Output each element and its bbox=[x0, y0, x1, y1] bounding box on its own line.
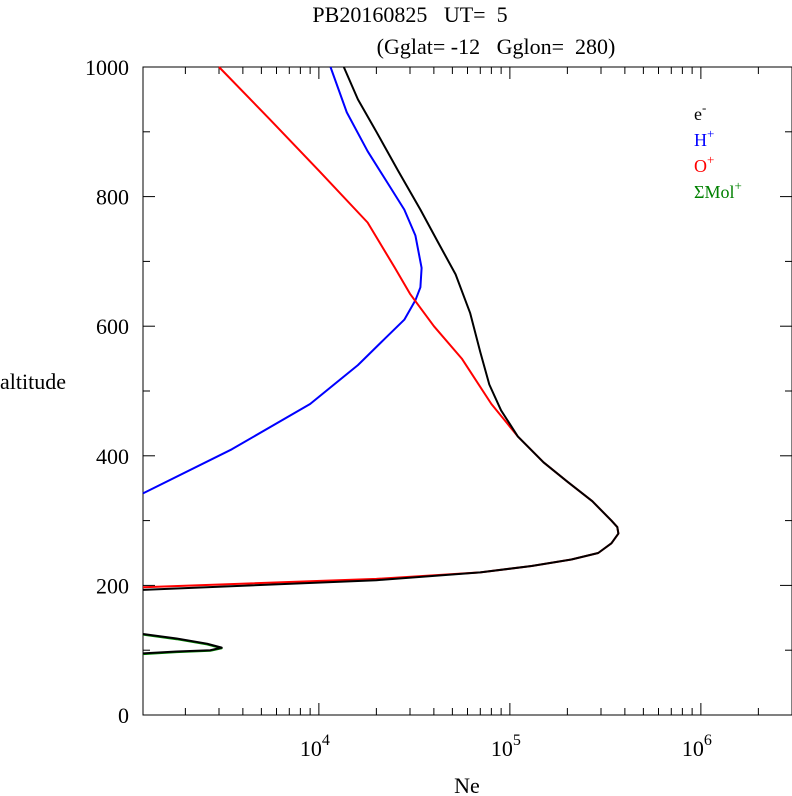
legend-item-sup: + bbox=[707, 126, 714, 141]
legend-item-label: H bbox=[694, 130, 707, 150]
legend-item-label: O bbox=[694, 156, 707, 176]
series-line-3 bbox=[142, 633, 223, 655]
series-line-2 bbox=[142, 66, 620, 591]
legend-item-sup: + bbox=[707, 152, 714, 167]
x-tick-label: 106 bbox=[682, 732, 712, 761]
x-tick-label: 104 bbox=[300, 732, 330, 761]
legend-item-label: e bbox=[694, 104, 702, 124]
x-tick-label-exponent: 4 bbox=[322, 732, 330, 749]
x-tick-label: 105 bbox=[491, 732, 521, 761]
y-axis-label: altitude bbox=[0, 369, 66, 394]
x-axis-label: Ne bbox=[454, 773, 480, 796]
legend: e-H+O+ΣMol+ bbox=[694, 100, 742, 202]
legend-item-sup: - bbox=[702, 100, 706, 115]
series-line-0 bbox=[142, 66, 620, 589]
legend-item-label: ΣMol bbox=[694, 182, 734, 202]
series-line-1 bbox=[142, 66, 423, 495]
x-tick-label-base: 10 bbox=[491, 736, 513, 761]
x-tick-label-exponent: 5 bbox=[513, 732, 521, 749]
y-tick-label: 1000 bbox=[85, 55, 129, 80]
legend-item: ΣMol+ bbox=[694, 178, 742, 202]
legend-item-sup: + bbox=[734, 178, 741, 193]
y-tick-label: 600 bbox=[96, 314, 129, 339]
y-tick-label: 0 bbox=[118, 703, 129, 728]
legend-item: H+ bbox=[694, 126, 714, 150]
chart-title: PB20160825 UT= 5 bbox=[312, 2, 507, 27]
y-tick-label: 400 bbox=[96, 444, 129, 469]
x-tick-label-base: 10 bbox=[682, 736, 704, 761]
legend-item: e- bbox=[694, 100, 706, 124]
chart-subtitle: (Gglat= -12 Gglon= 280) bbox=[377, 34, 616, 59]
legend-item: O+ bbox=[694, 152, 714, 176]
x-tick-label-exponent: 6 bbox=[704, 732, 712, 749]
y-tick-label: 200 bbox=[96, 573, 129, 598]
x-tick-label-base: 10 bbox=[300, 736, 322, 761]
y-tick-label: 800 bbox=[96, 185, 129, 210]
